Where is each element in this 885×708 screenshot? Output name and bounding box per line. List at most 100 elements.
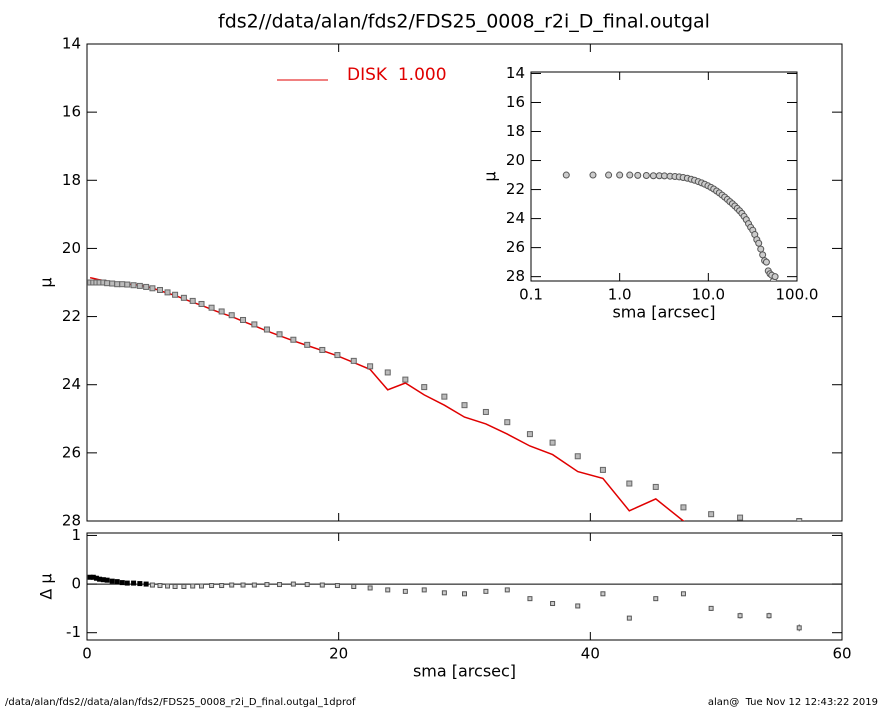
data-point xyxy=(218,308,225,315)
data-point xyxy=(208,304,215,311)
residual-point xyxy=(319,582,325,588)
footer-left: /data/alan/fds2//data/alan/fds2/FDS25_00… xyxy=(5,697,356,708)
residual-point xyxy=(290,581,296,587)
data-point xyxy=(130,282,137,289)
inset-point xyxy=(762,258,770,266)
residual-point xyxy=(796,625,802,631)
y-axis-label: μ xyxy=(481,171,500,181)
x-tick-label: 0.1 xyxy=(519,286,543,304)
y-tick-label: 20 xyxy=(62,239,81,257)
plot-area xyxy=(87,574,842,632)
residual-point xyxy=(251,582,257,588)
residual-point xyxy=(737,613,743,619)
inset-point xyxy=(759,251,767,259)
residual-point xyxy=(421,587,427,593)
inset-point xyxy=(755,239,763,247)
residual-point xyxy=(527,596,533,602)
residual-point xyxy=(766,613,772,619)
inset-point xyxy=(634,171,642,179)
y-tick-label: 16 xyxy=(62,103,81,121)
residual-point xyxy=(172,584,178,589)
inset-point xyxy=(605,171,613,179)
residual-point xyxy=(229,582,235,588)
data-point xyxy=(251,321,258,328)
data-point xyxy=(290,336,297,343)
data-point xyxy=(119,281,126,288)
data-point xyxy=(504,419,511,426)
x-tick-label: 100.0 xyxy=(776,286,819,304)
x-tick-label: 0 xyxy=(82,645,92,663)
y-tick-label: 28 xyxy=(506,267,525,285)
inset-point xyxy=(626,171,634,179)
residual-point xyxy=(157,583,163,589)
plot-area xyxy=(87,276,803,521)
residual-point xyxy=(165,583,171,589)
data-point xyxy=(708,511,715,518)
legend-label: DISK 1.000 xyxy=(347,65,447,85)
residual-point xyxy=(181,584,187,589)
plot-area xyxy=(562,171,779,281)
y-tick-label: 14 xyxy=(62,35,81,53)
residual-point xyxy=(137,581,143,587)
residual-point xyxy=(143,581,149,587)
data-point xyxy=(149,285,156,292)
data-point xyxy=(737,514,744,521)
data-point xyxy=(334,352,341,359)
y-tick-label: 24 xyxy=(62,375,81,393)
inset-point xyxy=(660,172,668,180)
x-tick-label: 10.0 xyxy=(692,286,725,304)
inset-point xyxy=(589,171,597,179)
data-point xyxy=(680,504,687,511)
data-point xyxy=(441,393,448,400)
x-tick-label: 40 xyxy=(581,645,600,663)
inset-point xyxy=(649,172,657,180)
residual-point xyxy=(626,615,632,621)
residual-point xyxy=(550,601,556,607)
data-point xyxy=(319,346,326,353)
residual-point xyxy=(240,582,246,588)
y-tick-label: 28 xyxy=(62,512,81,530)
data-point xyxy=(164,289,171,296)
y-tick-label: 24 xyxy=(506,209,525,227)
residual-point xyxy=(351,584,357,589)
data-point xyxy=(143,283,150,290)
y-tick-label: 1 xyxy=(71,526,81,544)
data-point xyxy=(263,326,270,333)
y-tick-label: 16 xyxy=(506,93,525,111)
y-axis-label: μ xyxy=(37,277,56,287)
inset-point xyxy=(771,273,779,281)
x-axis-label: sma [arcsec] xyxy=(413,662,516,681)
data-point xyxy=(156,286,163,293)
data-point xyxy=(626,480,633,487)
y-tick-label: -1 xyxy=(66,623,81,641)
x-tick-label: 60 xyxy=(832,645,851,663)
residual-point xyxy=(385,587,391,593)
data-point xyxy=(240,316,247,323)
residual-point xyxy=(149,582,155,588)
residual-point xyxy=(190,583,196,589)
data-point xyxy=(189,297,196,304)
residual-point xyxy=(124,580,130,586)
data-point xyxy=(461,402,468,409)
residual-point xyxy=(304,582,310,588)
residual-point xyxy=(199,583,205,589)
data-point xyxy=(124,281,131,288)
residual-point xyxy=(367,585,373,591)
y-tick-label: 20 xyxy=(506,151,525,169)
data-point xyxy=(574,453,581,460)
y-tick-label: 18 xyxy=(506,122,525,140)
residual-point xyxy=(504,587,510,593)
x-axis-label: sma [arcsec] xyxy=(612,303,715,322)
data-point xyxy=(402,376,409,383)
data-point xyxy=(367,363,374,370)
residual-point xyxy=(402,588,408,594)
data-point xyxy=(482,408,489,415)
chart-title: fds2//data/alan/fds2/FDS25_0008_r2i_D_fi… xyxy=(218,11,710,33)
data-point xyxy=(114,281,121,288)
residual-point xyxy=(680,591,686,597)
y-tick-label: 22 xyxy=(506,180,525,198)
residual-point xyxy=(277,582,283,588)
data-point xyxy=(599,466,606,473)
data-point xyxy=(228,312,235,319)
